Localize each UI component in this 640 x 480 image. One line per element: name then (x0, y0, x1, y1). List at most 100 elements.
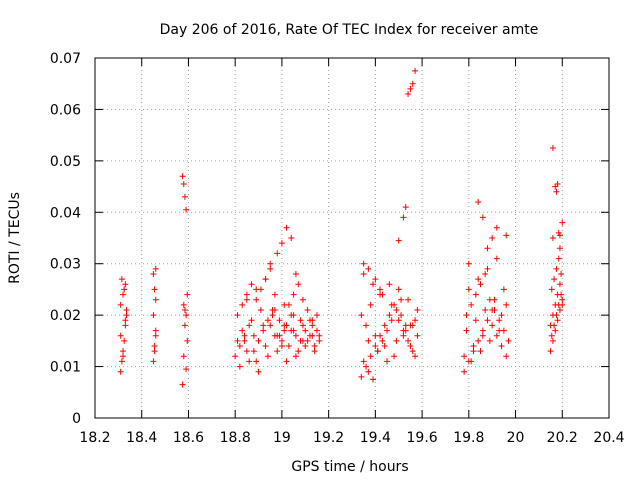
data-point (402, 204, 409, 211)
data-point (556, 281, 563, 288)
data-point (414, 307, 421, 313)
data-points (117, 67, 566, 388)
data-point (493, 224, 500, 231)
x-tick-label: 19.6 (407, 430, 438, 446)
data-point (409, 80, 416, 87)
data-point (367, 301, 374, 308)
data-point (555, 301, 562, 308)
data-point (386, 281, 393, 288)
x-tick-label: 20 (507, 430, 525, 446)
data-point (484, 317, 491, 324)
data-point (559, 296, 566, 303)
data-point (274, 348, 281, 355)
data-point (299, 337, 306, 344)
data-point (365, 368, 372, 375)
data-point (288, 235, 295, 241)
data-point (292, 271, 299, 277)
data-point (278, 337, 285, 344)
data-point (558, 271, 565, 277)
data-point (549, 337, 556, 344)
data-point (472, 317, 479, 324)
data-point (117, 332, 124, 339)
data-point (463, 312, 470, 319)
data-point (309, 317, 316, 324)
data-point (243, 348, 250, 355)
data-point (290, 327, 297, 334)
data-point (295, 348, 302, 355)
data-point (489, 235, 496, 241)
data-point (402, 327, 409, 334)
data-point (299, 296, 306, 303)
data-point (558, 291, 565, 298)
data-point (118, 358, 125, 365)
data-point (180, 301, 187, 308)
data-point (412, 317, 419, 324)
data-point (253, 286, 260, 293)
data-point (491, 307, 498, 313)
data-point (358, 373, 365, 380)
data-point (503, 232, 510, 239)
y-tick-label: 0.01 (50, 360, 81, 376)
data-point (150, 271, 157, 277)
data-point (503, 301, 510, 308)
data-point (363, 363, 370, 370)
x-tick-label: 19.4 (360, 430, 391, 446)
data-point (556, 307, 563, 313)
data-point (412, 67, 419, 74)
data-point (370, 376, 377, 383)
data-point (412, 353, 419, 360)
data-point (363, 322, 370, 329)
data-point (290, 312, 297, 319)
data-point (313, 327, 320, 334)
data-point (358, 312, 365, 319)
data-point (498, 343, 505, 349)
data-point (248, 281, 255, 288)
data-point (250, 348, 257, 355)
data-point (262, 276, 269, 283)
data-point (311, 343, 318, 349)
data-point (479, 214, 486, 221)
data-point (271, 332, 278, 339)
data-point (297, 317, 304, 324)
data-point (151, 348, 158, 355)
data-point (479, 332, 486, 339)
data-point (248, 317, 255, 324)
data-point (365, 337, 372, 344)
data-point (365, 265, 372, 272)
data-point (405, 337, 412, 344)
data-point (551, 276, 558, 283)
data-point (290, 291, 297, 298)
data-point (150, 312, 157, 319)
data-point (184, 291, 191, 298)
data-point (121, 337, 128, 344)
x-tick-label: 20.2 (547, 430, 578, 446)
data-point (360, 260, 367, 267)
data-point (503, 353, 510, 360)
data-point (302, 327, 309, 334)
data-point (489, 322, 496, 329)
data-point (260, 327, 267, 334)
x-tick-label: 20.4 (593, 430, 624, 446)
data-point (482, 271, 489, 277)
data-point (398, 312, 405, 319)
data-point (552, 327, 559, 334)
data-point (152, 265, 159, 272)
data-point (292, 353, 299, 360)
data-point (150, 358, 157, 365)
data-point (505, 337, 512, 344)
data-point (549, 145, 556, 151)
data-point (243, 296, 250, 303)
data-point (292, 332, 299, 339)
data-point (360, 358, 367, 365)
data-point (553, 312, 560, 319)
y-tick-label: 0.02 (50, 308, 81, 324)
data-point (463, 327, 470, 334)
data-point (304, 307, 311, 313)
data-point (278, 240, 285, 247)
y-axis-label: ROTI / TECUs (7, 192, 23, 284)
data-point (271, 307, 278, 313)
data-point (549, 235, 556, 241)
data-point (236, 363, 243, 370)
data-point (316, 337, 323, 344)
